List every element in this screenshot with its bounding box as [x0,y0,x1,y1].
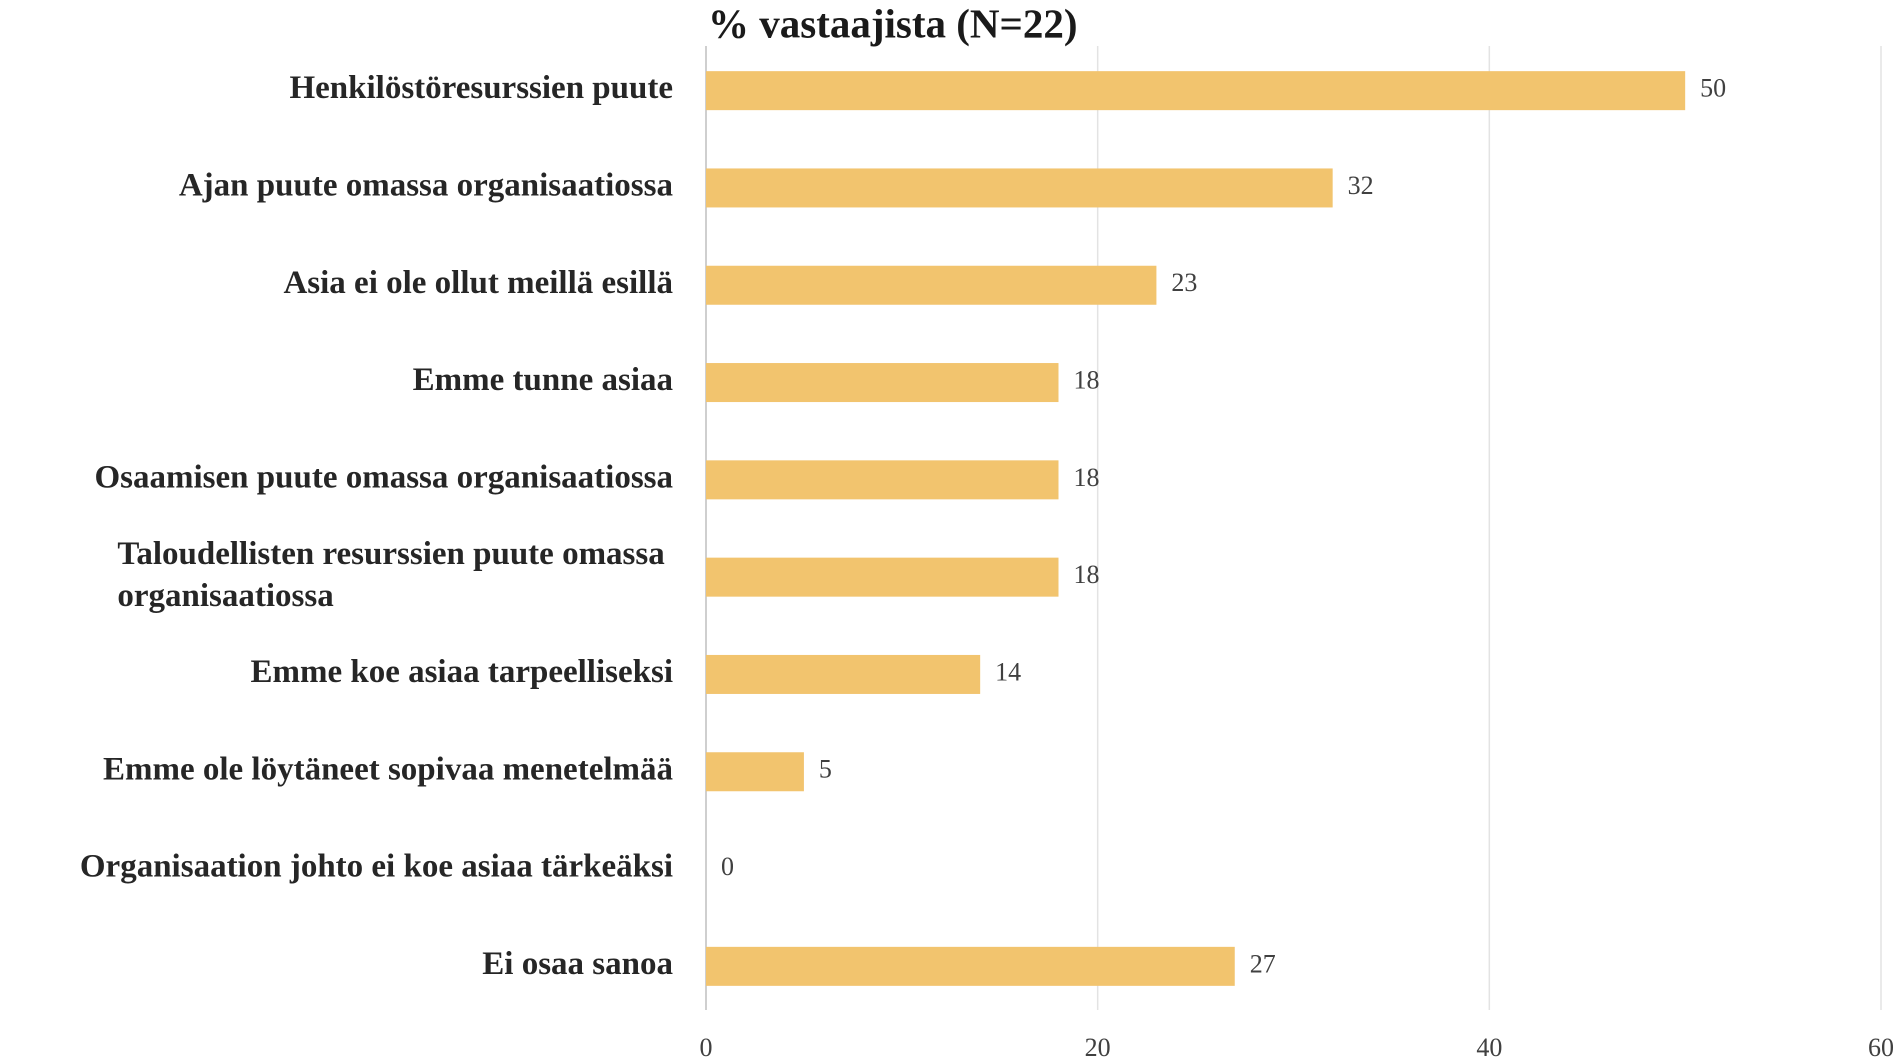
y-tick-label: Emme tunne asiaa [413,362,673,398]
y-tick-label: Organisaation johto ei koe asiaa tärkeäk… [80,849,673,885]
value-label: 32 [1348,171,1374,200]
value-label: 18 [1074,366,1100,395]
bar [706,557,1059,597]
bar [706,654,981,694]
chart-title: % vastaajista (N=22) [708,0,1078,46]
value-label: 23 [1171,268,1197,297]
y-tick-label: Osaamisen puute omassa organisaatiossa [95,459,673,495]
bar [706,946,1235,986]
y-tick-label: Henkilöstöresurssien puute [289,70,673,106]
bar [706,460,1059,500]
y-tick-label: Ei osaa sanoa [482,946,673,982]
x-tick-label: 20 [1085,1033,1111,1060]
y-tick-label: Taloudellisten resurssien puute omassa o… [117,536,673,614]
x-tick-label: 0 [700,1033,713,1060]
value-label: 0 [721,852,734,881]
value-label: 18 [1074,463,1100,492]
y-tick-label: Emme koe asiaa tarpeelliseksi [250,654,673,690]
bar [706,363,1059,403]
x-tick-label: 60 [1868,1033,1894,1060]
y-tick-label: Emme ole löytäneet sopivaa menetelmää [103,751,673,787]
bar [706,752,804,792]
x-tick-label: 40 [1476,1033,1502,1060]
bar [706,168,1333,208]
value-label: 5 [819,755,832,784]
y-tick-label: Asia ei ole ollut meillä esillä [283,265,673,301]
y-tick-label: Ajan puute omassa organisaatiossa [179,168,673,204]
bar [706,71,1686,111]
bar [706,265,1157,305]
value-label: 27 [1250,949,1276,978]
value-label: 50 [1700,74,1726,103]
value-label: 18 [1074,560,1100,589]
value-label: 14 [995,657,1021,686]
